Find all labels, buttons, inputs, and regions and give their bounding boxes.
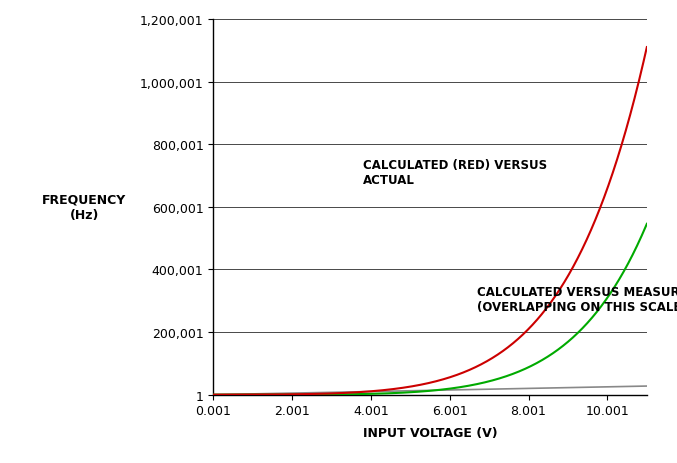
Text: CALCULATED VERSUS MEASURED
(OVERLAPPING ON THIS SCALE): CALCULATED VERSUS MEASURED (OVERLAPPING … [477,286,677,313]
Text: CALCULATED (RED) VERSUS
ACTUAL: CALCULATED (RED) VERSUS ACTUAL [363,159,547,187]
X-axis label: INPUT VOLTAGE (V): INPUT VOLTAGE (V) [363,426,498,439]
Y-axis label: FREQUENCY
(Hz): FREQUENCY (Hz) [42,194,127,221]
